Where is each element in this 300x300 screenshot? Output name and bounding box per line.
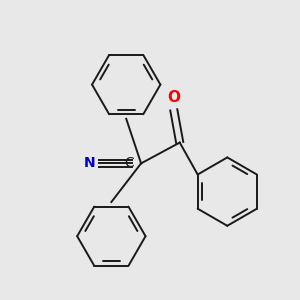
Text: C: C [124,156,134,170]
Text: O: O [167,91,180,106]
Text: N: N [83,156,95,170]
